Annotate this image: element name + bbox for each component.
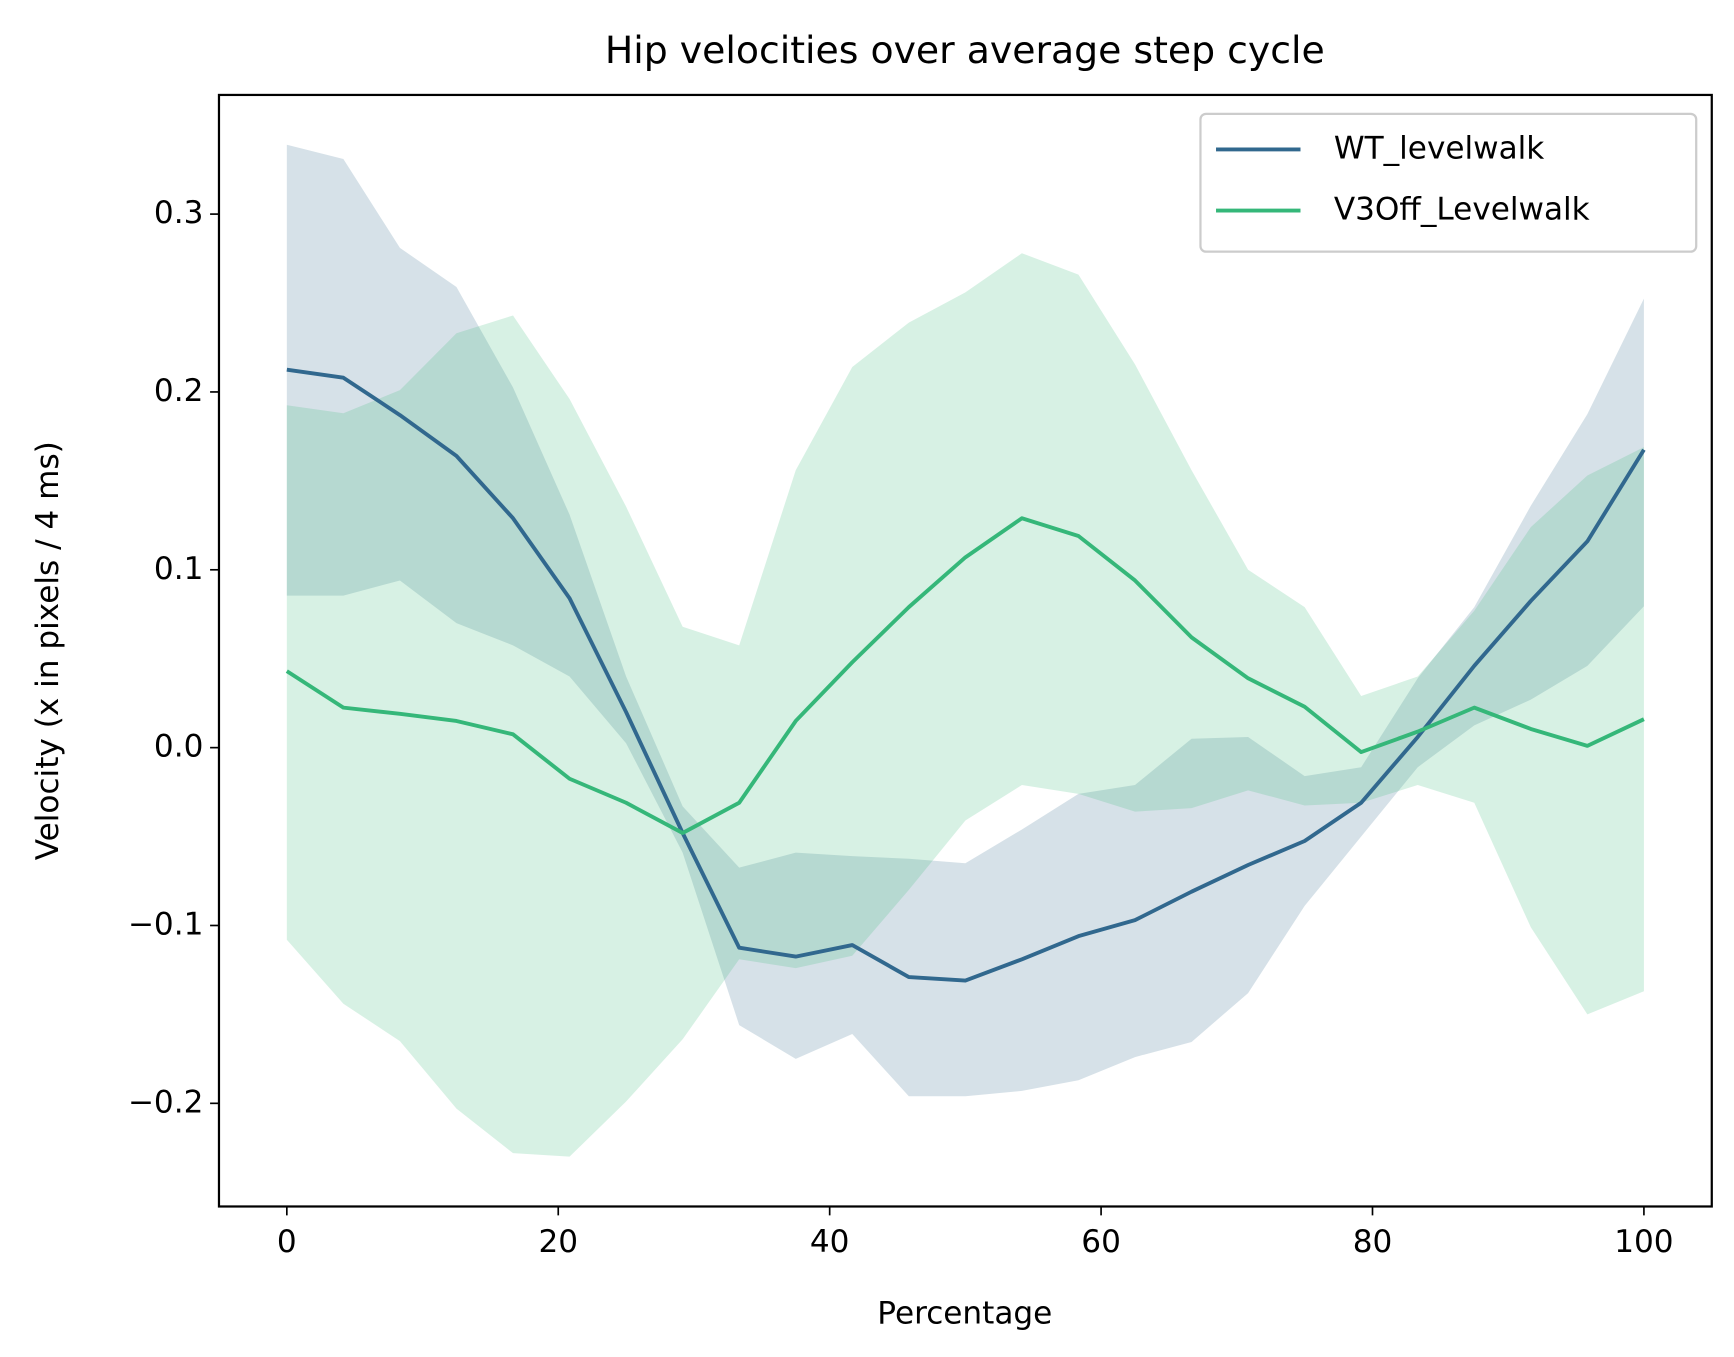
line	[286, 367, 1646, 983]
legend: WT_levelwalk V3Off_Levelwalk	[1199, 112, 1698, 253]
y-tick-label: −0.1	[128, 906, 204, 942]
x-axis-label: Percentage	[877, 1295, 1052, 1331]
y-tick-label: 0.0	[154, 729, 203, 765]
band	[286, 253, 1644, 1157]
legend-label: WT_levelwalk	[1334, 130, 1544, 166]
y-tick-label: 0.2	[154, 373, 203, 409]
y-tick-label: 0.3	[154, 195, 203, 231]
x-tick-label: 80	[1353, 1224, 1393, 1260]
x-tick-label: 0	[277, 1224, 297, 1260]
y-axis-label: Velocity (x in pixels / 4 ms)	[30, 441, 66, 860]
x-tick-label: 20	[538, 1224, 578, 1260]
y-tick-label: 0.1	[154, 551, 203, 587]
line	[285, 516, 1645, 835]
x-tick-label: 40	[810, 1224, 850, 1260]
y-tick-label: −0.2	[128, 1084, 204, 1120]
x-tick-label: 60	[1081, 1224, 1121, 1260]
band	[286, 144, 1644, 1097]
chart-title: Hip velocities over average step cycle	[605, 28, 1325, 72]
plot-frame	[217, 93, 1713, 1208]
legend-label: V3Off_Levelwalk	[1334, 192, 1590, 228]
x-tick-label: 100	[1614, 1224, 1673, 1260]
legend-box	[1199, 112, 1698, 253]
